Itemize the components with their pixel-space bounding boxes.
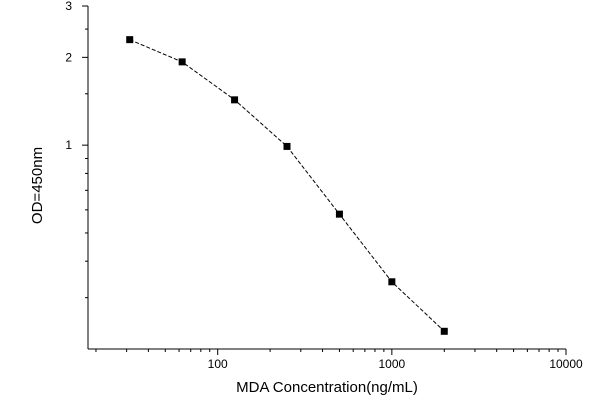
y-tick-label: 1 [65, 138, 72, 152]
data-point-marker [388, 278, 396, 286]
data-point-marker [231, 96, 239, 104]
x-tick-label: 1000 [378, 357, 405, 371]
data-point-marker [440, 327, 448, 335]
data-point-marker [178, 58, 186, 66]
y-tick-label: 2 [65, 50, 72, 64]
x-tick-label: 100 [208, 357, 228, 371]
x-axis-title: MDA Concentration(ng/mL) [236, 379, 418, 396]
data-point-marker [283, 142, 291, 150]
x-tick-label: 10000 [549, 357, 583, 371]
series-line [129, 39, 445, 332]
y-axis-title: OD=450nm [29, 147, 46, 224]
data-point-marker [126, 36, 134, 44]
y-ticks: 1 2 3 [65, 0, 88, 299]
axes [87, 6, 566, 350]
x-ticks: 100 1000 10000 [95, 349, 583, 371]
y-tick-label: 3 [65, 0, 72, 13]
data-point-marker [335, 210, 343, 218]
series-layer [126, 36, 448, 335]
